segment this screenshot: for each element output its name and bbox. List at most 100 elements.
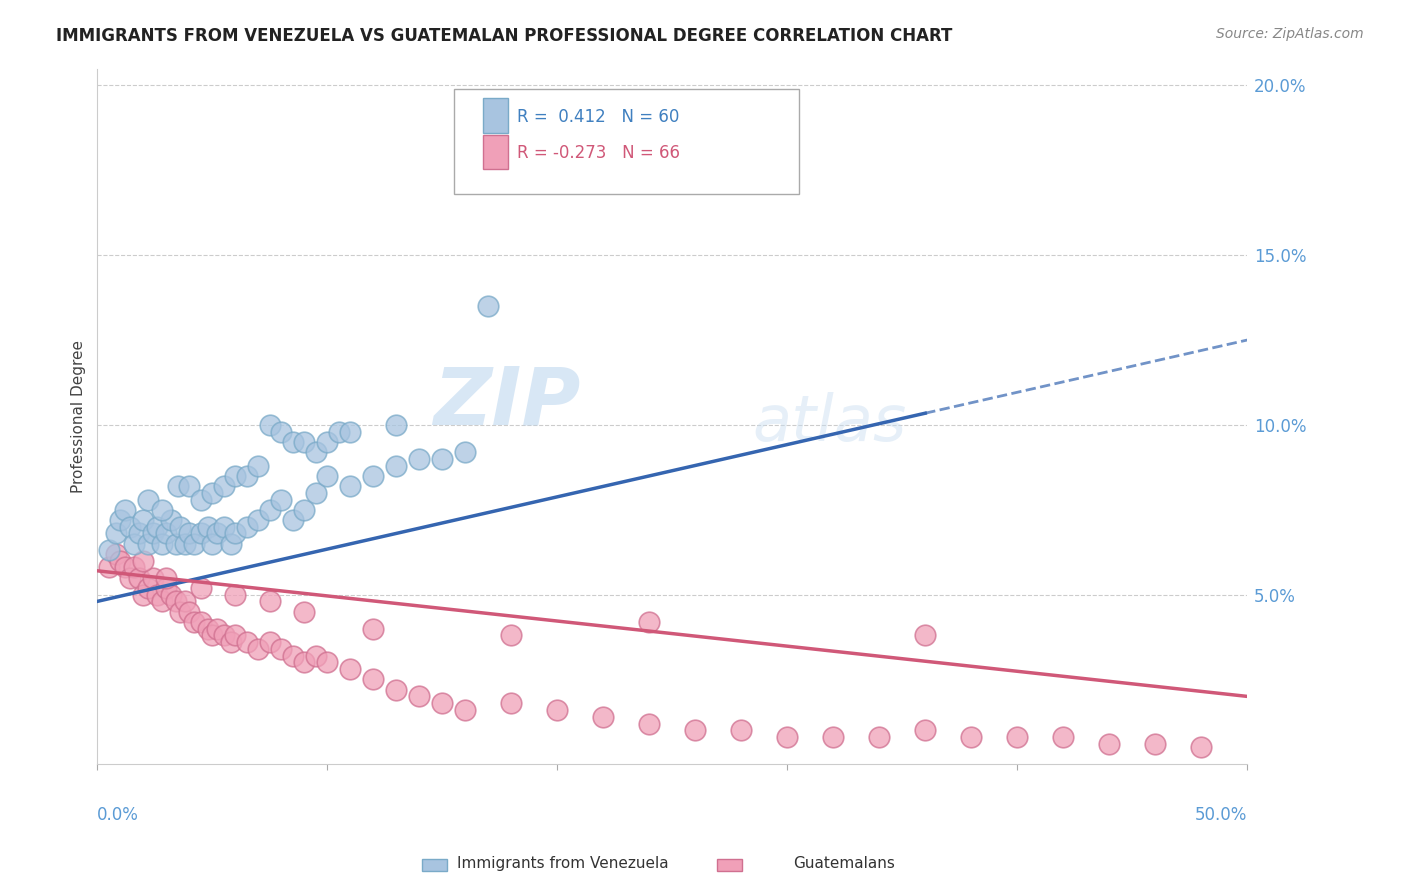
Point [160, 588, 183, 602]
Point [219, 635, 242, 649]
Point [270, 641, 292, 656]
Point [960, 730, 983, 744]
Text: IMMIGRANTS FROM VENEZUELA VS GUATEMALAN PROFESSIONAL DEGREE CORRELATION CHART: IMMIGRANTS FROM VENEZUELA VS GUATEMALAN … [56, 27, 953, 45]
Point [501, 696, 523, 710]
Point [166, 479, 188, 493]
Point [1005, 730, 1028, 744]
Point [150, 594, 173, 608]
Point [190, 615, 212, 629]
Point [128, 571, 150, 585]
Point [236, 635, 259, 649]
Point [104, 526, 127, 541]
Text: 50.0%: 50.0% [1195, 806, 1247, 824]
Point [165, 594, 187, 608]
Point [432, 696, 454, 710]
Point [104, 547, 127, 561]
Point [160, 513, 183, 527]
Bar [482, 135, 508, 169]
Text: Guatemalans: Guatemalans [793, 856, 894, 871]
Point [110, 554, 132, 568]
Point [136, 536, 159, 550]
Point [316, 656, 339, 670]
Point [914, 628, 936, 642]
Point [259, 594, 281, 608]
Point [270, 492, 292, 507]
Point [150, 502, 173, 516]
Point [638, 716, 661, 731]
Point [212, 519, 235, 533]
Point [339, 662, 361, 676]
Point [592, 710, 614, 724]
Point [305, 485, 328, 500]
Point [823, 730, 845, 744]
Text: atlas: atlas [752, 392, 907, 454]
Point [316, 468, 339, 483]
Point [281, 513, 304, 527]
Point [1052, 730, 1074, 744]
Text: 0.0%: 0.0% [97, 806, 139, 824]
Point [685, 723, 707, 738]
Point [776, 730, 799, 744]
Point [363, 468, 385, 483]
Point [179, 605, 201, 619]
Point [914, 723, 936, 738]
Point [173, 594, 195, 608]
Point [201, 485, 224, 500]
Point [197, 519, 219, 533]
Point [385, 682, 408, 697]
Point [169, 519, 191, 533]
Point [146, 588, 169, 602]
Point [328, 425, 350, 439]
Point [219, 536, 242, 550]
Point [638, 615, 661, 629]
Point [247, 513, 270, 527]
Point [114, 502, 136, 516]
Point [201, 536, 224, 550]
Point [259, 417, 281, 432]
Point [190, 526, 212, 541]
Point [132, 554, 155, 568]
Point [363, 622, 385, 636]
Point [141, 526, 163, 541]
FancyBboxPatch shape [454, 89, 799, 194]
Point [385, 417, 408, 432]
Point [128, 526, 150, 541]
Text: Source: ZipAtlas.com: Source: ZipAtlas.com [1216, 27, 1364, 41]
Point [118, 519, 141, 533]
Point [110, 513, 132, 527]
Point [224, 628, 246, 642]
Text: Immigrants from Venezuela: Immigrants from Venezuela [457, 856, 668, 871]
Point [546, 703, 568, 717]
Point [201, 628, 224, 642]
Point [363, 673, 385, 687]
Point [97, 543, 120, 558]
Point [501, 628, 523, 642]
Point [205, 622, 228, 636]
Point [868, 730, 890, 744]
Point [179, 479, 201, 493]
Point [339, 479, 361, 493]
Point [183, 615, 205, 629]
Point [205, 526, 228, 541]
Point [477, 299, 499, 313]
Point [339, 425, 361, 439]
Point [305, 445, 328, 459]
Point [270, 425, 292, 439]
Point [155, 581, 177, 595]
Text: ZIP: ZIP [433, 363, 581, 442]
Point [454, 445, 477, 459]
Point [97, 560, 120, 574]
Point [190, 492, 212, 507]
Point [316, 434, 339, 449]
Point [118, 571, 141, 585]
Point [179, 526, 201, 541]
Point [385, 458, 408, 473]
Point [292, 605, 315, 619]
Point [136, 492, 159, 507]
Point [454, 703, 477, 717]
Point [247, 458, 270, 473]
Point [190, 581, 212, 595]
Point [212, 628, 235, 642]
Point [155, 571, 177, 585]
Point [155, 526, 177, 541]
